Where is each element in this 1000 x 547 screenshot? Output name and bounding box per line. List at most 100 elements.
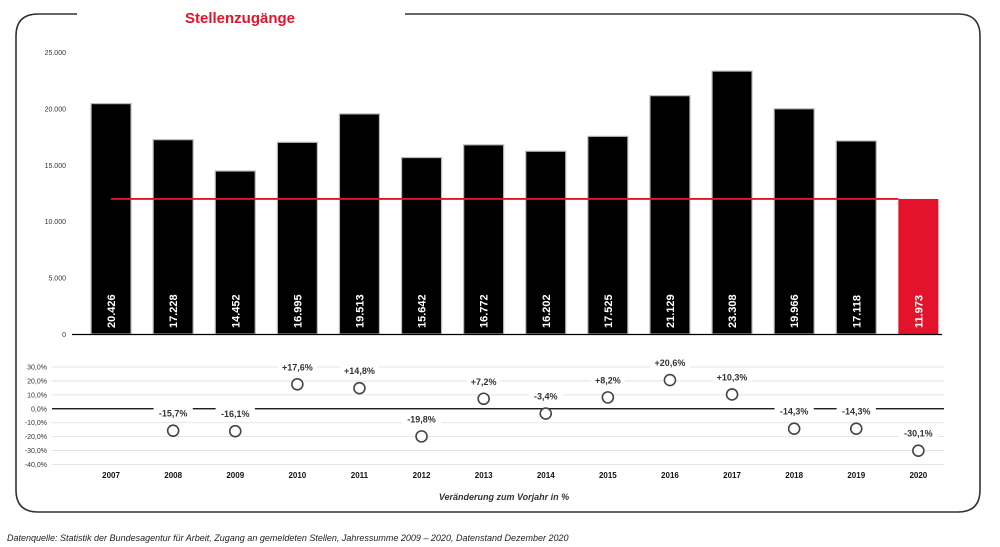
bar-value-label-2012: 15.642 <box>417 294 429 328</box>
bar-y-tick-label: 25.000 <box>45 50 67 57</box>
percent-label-bg <box>277 360 317 373</box>
percent-label-2008: -15,7% <box>159 409 188 419</box>
percent-y-tick-label: -20,0% <box>25 434 47 441</box>
chart-title: Stellenzugänge <box>185 10 295 27</box>
bar-y-axis: 0 5.000 10.000 15.000 20.000 25.000 <box>45 50 67 339</box>
year-axis-labels: 2007 2008 2009 2010 2011 2012 2013 2014 2015 2016… <box>102 471 928 480</box>
bar-value-label-2016: 21.129 <box>665 294 677 328</box>
bar-2011 <box>338 113 381 335</box>
year-label-2017: 2017 <box>723 471 741 480</box>
percent-label-bg <box>215 407 255 420</box>
year-label-2010: 2010 <box>288 471 306 480</box>
bar-y-tick-label: 20.000 <box>45 106 67 113</box>
percent-label-bg <box>401 412 442 425</box>
year-label-2007: 2007 <box>102 471 120 480</box>
percent-point-2009 <box>228 424 242 438</box>
percent-point-2013 <box>477 392 490 406</box>
bar-value-label-2019: 17.118 <box>851 295 863 328</box>
percent-y-tick-label: 30,0% <box>27 365 47 372</box>
bar-2015 <box>587 135 629 335</box>
percent-point-2010 <box>291 377 304 391</box>
percent-label-bg <box>528 389 563 402</box>
year-label-2008: 2008 <box>164 471 182 480</box>
percent-label-bg <box>590 373 625 386</box>
percent-change-labels: -15,7% -16,1% +17,6% +14,8% -19,8% +7,2% -3,4%… <box>153 356 938 439</box>
percent-point-2017 <box>725 388 739 401</box>
percent-label-2018: -14,3% <box>780 407 809 417</box>
bar-2008 <box>152 139 194 335</box>
percent-label-bg <box>774 404 814 417</box>
percent-point-2019 <box>849 422 863 436</box>
year-label-2011: 2011 <box>351 471 369 480</box>
bar-2014 <box>525 150 567 335</box>
percent-y-tick-label: 10,0% <box>27 392 47 399</box>
source-note: Datenquelle: Statistik der Bundesagentur… <box>7 533 569 543</box>
percent-point-2011 <box>353 381 366 395</box>
bar-value-labels: 20.426 17.228 14.452 16.995 19.513 15.642 16.7… <box>106 294 925 328</box>
bar-2016 <box>649 95 691 335</box>
bar-value-label-2008: 17.228 <box>168 294 180 328</box>
bar-2013 <box>463 144 505 335</box>
year-label-2012: 2012 <box>413 471 431 480</box>
percent-point-2014 <box>539 407 553 420</box>
percent-label-2012: -19,8% <box>407 414 436 424</box>
bar-2017 <box>711 70 753 335</box>
percent-label-2014: -3,4% <box>534 392 558 402</box>
year-label-2020: 2020 <box>909 471 927 480</box>
percent-point-2008 <box>166 424 180 437</box>
bar-value-label-2020: 11.973 <box>913 295 925 328</box>
year-label-2016: 2016 <box>661 471 679 480</box>
percent-y-tick-label: -10,0% <box>25 420 47 427</box>
year-label-2013: 2013 <box>475 471 493 480</box>
percent-point-2016 <box>663 373 677 387</box>
percent-label-2009: -16,1% <box>221 409 250 419</box>
bar-value-label-2017: 23.308 <box>727 294 739 328</box>
bar-value-label-2014: 16.202 <box>541 294 553 328</box>
bar-2012 <box>400 156 443 335</box>
percent-y-tick-label: -30,0% <box>25 448 47 455</box>
bar-y-tick-label: 5.000 <box>48 276 66 283</box>
percent-y-tick-label: 20,0% <box>27 378 47 385</box>
bar-value-label-2010: 16.995 <box>292 294 304 328</box>
x-axis-caption: Veränderung zum Vorjahr in % <box>439 492 569 502</box>
percent-label-2015: +8,2% <box>595 375 621 385</box>
bar-value-label-2011: 19.513 <box>354 294 366 328</box>
percent-label-2017: +10,3% <box>717 372 748 382</box>
percent-label-bg <box>466 374 501 387</box>
bar-value-label-2018: 19.966 <box>789 294 801 328</box>
bar-value-label-2007: 20.426 <box>106 294 118 328</box>
bar-y-tick-label: 10.000 <box>45 219 67 226</box>
percent-label-bg <box>650 356 690 369</box>
bar-value-label-2009: 14.452 <box>230 294 242 328</box>
percent-change-points <box>166 373 925 458</box>
percent-point-2015 <box>601 391 615 404</box>
bar-y-tick-label: 15.000 <box>45 163 67 170</box>
percent-y-tick-label: 0,0% <box>31 406 47 413</box>
bar-2010 <box>276 141 318 335</box>
percent-label-2019: -14,3% <box>842 407 871 417</box>
bar-value-label-2015: 17.525 <box>603 294 615 328</box>
percent-label-2010: +17,6% <box>282 362 313 372</box>
percent-point-2020 <box>912 444 925 458</box>
percent-label-bg <box>339 364 380 377</box>
percent-label-bg <box>153 406 193 419</box>
year-label-2019: 2019 <box>847 471 865 480</box>
bar-2018 <box>773 108 815 335</box>
year-label-2009: 2009 <box>226 471 244 480</box>
percent-y-tick-label: -40,0% <box>25 462 47 469</box>
bar-series <box>90 70 939 335</box>
percent-label-bg <box>836 404 876 417</box>
percent-y-axis: 30,0% 20,0% 10,0% 0,0% -10,0% -20,0% -30,0% -40… <box>25 365 47 470</box>
bar-y-tick-label: 0 <box>62 332 66 339</box>
percent-label-2013: +7,2% <box>471 377 497 387</box>
bar-2020 <box>898 198 939 334</box>
percent-point-2012 <box>415 430 428 443</box>
percent-label-bg <box>712 370 752 383</box>
chart-frame <box>15 13 981 513</box>
percent-point-2018 <box>787 422 801 436</box>
year-label-2014: 2014 <box>537 471 555 480</box>
percent-label-2011: +14,8% <box>344 366 375 376</box>
percent-label-2016: +20,6% <box>655 358 686 368</box>
bar-2019 <box>835 140 877 335</box>
